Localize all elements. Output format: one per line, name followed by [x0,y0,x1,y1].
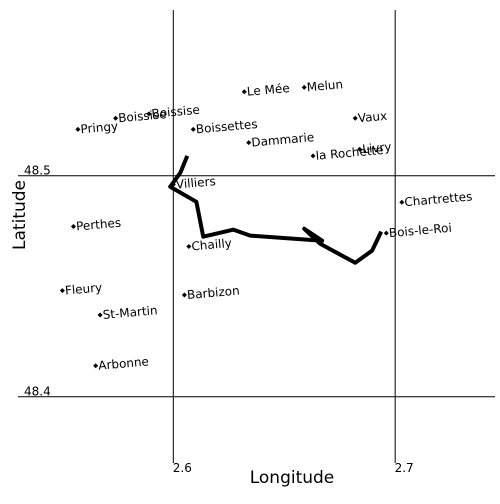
x-axis-label: Longitude [250,468,335,488]
town-label: Pringy [80,119,119,136]
town-marker [146,111,152,117]
town-marker [190,126,196,132]
town-marker [186,243,192,249]
town-marker [399,199,405,205]
town-label: Bois-le-Roi [388,221,452,240]
y-tick-label: 48.5 [24,164,51,178]
town-marker [241,89,247,95]
town-marker [113,115,119,121]
track [168,155,383,265]
town-marker [93,363,99,369]
town-marker [352,115,358,121]
town-marker [70,224,76,230]
town-label: Boissise [118,107,167,125]
town-marker [383,230,389,236]
y-tick-label: 48.4 [24,385,51,399]
town-label: St-Martin [102,303,158,322]
town-marker [246,140,252,146]
town-marker [170,182,176,188]
y-axis-label: Latitude [10,180,30,250]
town-marker [301,84,307,90]
town-label: Chartrettes [404,189,473,209]
town-marker [97,312,103,318]
town-label: Chailly [191,236,233,253]
town-label: Melun [306,77,343,94]
town-label: Vaux [357,109,387,126]
town-label: Perthes [76,216,122,234]
town-label: Barbizon [186,284,240,303]
town-marker [357,146,363,152]
town-label: Boissettes [195,117,258,136]
x-tick-label: 2.7 [395,461,414,475]
town-label: Arbonne [98,354,150,372]
town-label: Villiers [175,174,216,191]
town-marker [181,292,187,298]
town-label: Fleury [64,280,102,297]
town-label: Le Mée [246,81,290,99]
town-marker [310,153,316,159]
town-label: Boissise [151,103,200,121]
town-marker [59,288,65,294]
town-label: la Rochette [315,143,384,163]
town-label: Dammarie [251,130,315,149]
x-tick-label: 2.6 [173,461,192,475]
town-label: Livry [362,140,392,156]
town-marker [75,126,81,132]
